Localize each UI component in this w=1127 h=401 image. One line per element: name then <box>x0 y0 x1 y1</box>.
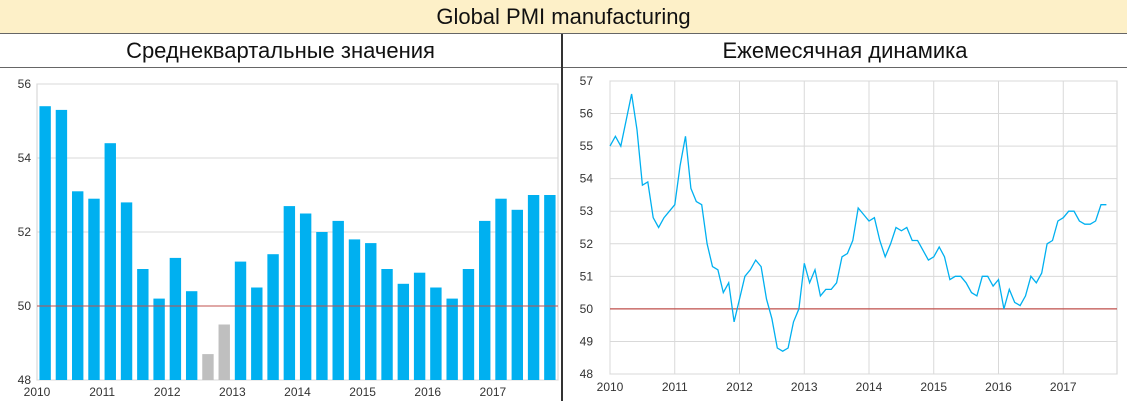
x-tick-label: 2013 <box>219 385 246 399</box>
bar <box>137 269 149 380</box>
y-tick-label: 50 <box>580 302 594 316</box>
x-tick-label: 2011 <box>662 380 688 394</box>
right-panel-title: Ежемесячная динамика <box>563 34 1127 68</box>
bar <box>218 324 230 380</box>
x-tick-label: 2012 <box>154 385 181 399</box>
bar <box>267 254 279 380</box>
bar <box>381 269 393 380</box>
y-tick-label: 52 <box>580 237 594 251</box>
y-tick-label: 51 <box>580 269 594 283</box>
bar <box>202 354 214 380</box>
x-tick-label: 2014 <box>284 385 311 399</box>
x-tick-label: 2013 <box>791 380 818 394</box>
y-tick-label: 55 <box>580 139 594 153</box>
bar <box>251 287 263 380</box>
x-tick-label: 2010 <box>24 385 51 399</box>
bar <box>348 239 361 380</box>
y-tick-label: 57 <box>580 74 594 88</box>
bar <box>544 195 556 380</box>
monthly-line-chart: 48 49 50 51 52 53 54 55 56 57 2010 2011 2012 2013 2014… <box>580 74 1118 394</box>
y-tick-label: 52 <box>18 225 32 239</box>
bar <box>39 106 51 380</box>
header-title: Global PMI manufacturing <box>0 0 1127 34</box>
x-tick-label: 2014 <box>856 380 883 394</box>
bar <box>511 209 523 380</box>
bar <box>88 198 100 380</box>
quarterly-bar-chart: 48 50 52 54 56 2010 2011 2012 2013 2014 2015 2016 20… <box>18 77 559 399</box>
y-tick-label: 50 <box>18 299 32 313</box>
y-tick-label: 54 <box>18 151 32 165</box>
bar <box>413 272 426 380</box>
bar <box>169 257 182 380</box>
bar <box>185 291 198 380</box>
bar <box>299 213 312 380</box>
x-tick-label: 2010 <box>597 380 624 394</box>
bar <box>234 261 247 380</box>
bar <box>72 191 84 380</box>
y-tick-label: 49 <box>580 334 594 348</box>
x-tick-label: 2015 <box>920 380 947 394</box>
y-tick-label: 56 <box>580 107 594 121</box>
bar <box>446 298 458 380</box>
x-tick-label: 2016 <box>985 380 1012 394</box>
y-tick-label: 48 <box>18 373 32 387</box>
y-tick-label: 54 <box>580 172 594 186</box>
y-tick-label: 53 <box>580 204 594 218</box>
bar <box>153 298 165 380</box>
x-tick-label: 2015 <box>349 385 376 399</box>
bar <box>430 287 442 380</box>
left-panel-title: Среднеквартальные значения <box>0 34 561 68</box>
bar <box>479 220 491 380</box>
bar <box>283 206 296 380</box>
bar <box>462 269 475 380</box>
bar <box>527 195 540 380</box>
y-tick-label: 48 <box>580 367 594 381</box>
x-tick-label: 2017 <box>480 385 507 399</box>
series-line <box>609 93 1107 352</box>
bar <box>495 198 507 380</box>
x-tick-label: 2016 <box>414 385 441 399</box>
plot-area <box>609 80 1118 375</box>
bar <box>397 283 410 380</box>
bar <box>104 143 116 380</box>
x-tick-label: 2017 <box>1050 380 1077 394</box>
bar <box>332 220 344 380</box>
bar <box>365 243 377 380</box>
panel-divider <box>561 34 563 401</box>
x-tick-label: 2012 <box>726 380 753 394</box>
bar <box>55 109 68 381</box>
y-tick-label: 56 <box>18 77 32 91</box>
x-tick-label: 2011 <box>89 385 115 399</box>
bar <box>120 202 133 380</box>
